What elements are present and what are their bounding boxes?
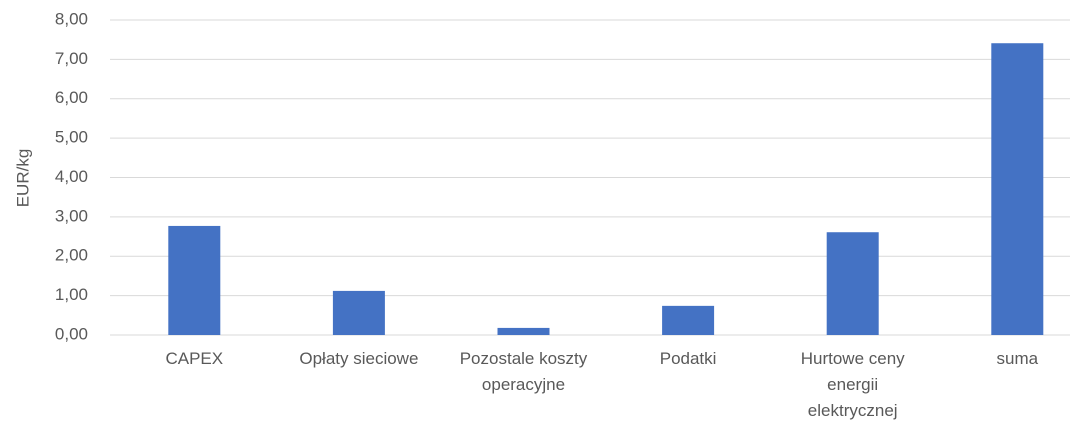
bar: [662, 305, 715, 335]
x-tick-label: CAPEX: [165, 349, 224, 368]
x-tick-label: suma: [996, 349, 1039, 368]
y-tick-label: 0,00: [55, 324, 88, 343]
y-axis-title: EUR/kg: [13, 149, 32, 208]
y-tick-label: 8,00: [55, 9, 88, 28]
x-tick-label: Opłaty sieciowe: [299, 349, 419, 368]
y-tick-label: 1,00: [55, 285, 88, 304]
bar: [168, 225, 221, 335]
y-tick-label: 7,00: [55, 49, 88, 68]
bar: [497, 327, 550, 335]
y-tick-label: 2,00: [55, 246, 88, 265]
y-tick-label: 3,00: [55, 206, 88, 225]
x-tick-label: Pozostale koszty operacyjne: [459, 349, 588, 394]
y-tick-label: 4,00: [55, 167, 88, 186]
bar: [332, 290, 385, 335]
y-tick-label: 6,00: [55, 88, 88, 107]
y-tick-label: 5,00: [55, 128, 88, 147]
x-tick-label: Podatki: [659, 349, 717, 368]
bar: [826, 232, 879, 335]
x-tick-label: Hurtowe ceny energii elektrycznej: [800, 349, 905, 420]
bar: [991, 43, 1044, 335]
